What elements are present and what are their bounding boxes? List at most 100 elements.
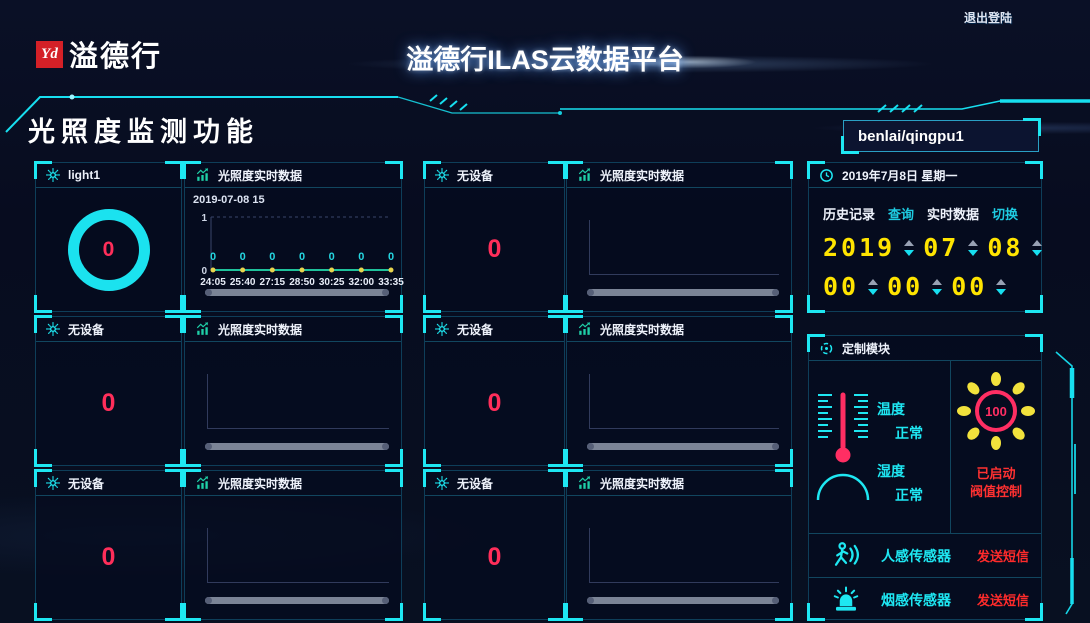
spinner-up-icon[interactable] [932,278,943,285]
chart-title: 光照度实时数据 [218,476,303,491]
spinner-down-icon[interactable] [868,288,879,295]
value-ring: 0 [67,208,150,291]
year-value: 2019 [823,233,896,262]
chart-title: 光照度实时数据 [218,322,303,337]
device-name: 无设备 [68,476,105,491]
chart-scrollbar[interactable] [205,289,389,296]
thermometer-icon [818,392,868,463]
chart-panel-1: 光照度实时数据 2019-07-08 15 1 0 0 24:05 0 25:40 0 27:1… [183,161,404,313]
svg-text:30:25: 30:25 [319,277,345,288]
smoke-send-sms-button[interactable]: 发送短信 [976,593,1029,608]
device-panel-2: 无设备 0 [423,161,566,313]
chart-panel-3: 光照度实时数据 [183,315,403,467]
realtime-label: 实时数据 [927,207,980,222]
spinner-up-icon[interactable] [968,239,979,246]
spinner-down-icon[interactable] [904,249,915,256]
threshold-block: 100 已启动 阀值控制 [951,361,1041,533]
clock-icon [820,168,833,182]
spinner-down-icon[interactable] [968,249,979,256]
sun-gauge-icon: 100 [957,372,1035,450]
motion-send-sms-button[interactable]: 发送短信 [976,549,1029,564]
humidity-label: 湿度 [877,463,905,479]
svg-text:0: 0 [240,251,246,263]
second-value: 00 [951,272,988,301]
second-spinner[interactable] [996,278,1007,295]
chart-scrollbar[interactable] [205,443,389,450]
chart-title: 光照度实时数据 [600,168,685,183]
history-label: 历史记录 [823,207,876,222]
svg-text:25:40: 25:40 [230,277,256,288]
minute-spinner[interactable] [932,278,943,295]
chart-scrollbar[interactable] [205,597,389,604]
chart-panel-4: 光照度实时数据 [565,315,793,467]
custom-module-panel: 定制模块 温度 正常 [807,334,1043,621]
chart-x-axis [207,428,389,429]
chart-scrollbar[interactable] [587,289,779,296]
sun-gauge-value: 100 [985,404,1007,419]
time-spinner-row: 00 00 00 [809,262,1041,301]
svg-text:0: 0 [269,251,275,263]
spinner-down-icon[interactable] [1032,249,1043,256]
temperature-status: 正常 [895,425,923,441]
logout-button[interactable]: 退出登陆 [964,11,1013,25]
chart-scrollbar[interactable] [587,443,779,450]
spinner-up-icon[interactable] [904,239,915,246]
minute-value: 00 [887,272,924,301]
svg-text:0: 0 [358,251,364,263]
svg-text:0: 0 [388,251,394,263]
day-spinner[interactable] [1032,239,1043,256]
environment-section: 温度 正常 湿度 正常 [809,361,1041,533]
spinner-up-icon[interactable] [996,278,1007,285]
threshold-status-line2: 阀值控制 [969,484,1022,499]
query-link[interactable]: 查询 [888,207,915,222]
month-spinner[interactable] [968,239,979,256]
chart-y-axis [589,374,590,429]
spinner-up-icon[interactable] [1032,239,1043,246]
motion-sensor-label: 人感传感器 [881,547,951,564]
svg-text:24:05: 24:05 [200,277,226,288]
app-title: 溢德行ILAS云数据平台 [406,45,684,75]
sun-icon [435,476,449,490]
trend-chart-icon [196,476,209,489]
device-panel-4: 无设备 0 [423,315,566,467]
svg-text:0: 0 [299,251,305,263]
year-spinner[interactable] [904,239,915,256]
smoke-sensor-row: 烟感传感器 发送短信 [809,577,1041,621]
trend-chart-icon [578,476,591,489]
device-panel-6: 无设备 0 [423,469,566,621]
threshold-status-line1: 已启动 [976,466,1016,481]
custom-module-title: 定制模块 [842,341,891,356]
chart-x-axis [589,274,779,275]
device-path-input[interactable] [843,120,1039,152]
device-value: 0 [487,235,502,263]
svg-text:0: 0 [329,251,335,263]
sun-icon [46,322,60,336]
hour-spinner[interactable] [868,278,879,295]
hour-value: 00 [823,272,860,301]
device-panel-1: light1 0 [34,161,183,313]
history-controls: 历史记录 查询 实时数据 切换 [809,188,1041,223]
sun-icon [46,476,60,490]
smoke-sensor-label: 烟感传感器 [881,591,951,608]
chart-scrollbar[interactable] [587,597,779,604]
smoke-sensor-icon [833,586,859,611]
spinner-up-icon[interactable] [868,278,879,285]
switch-link[interactable]: 切换 [992,207,1019,222]
svg-text:33:35: 33:35 [378,277,404,288]
spinner-down-icon[interactable] [932,288,943,295]
right-frame-decoration [1055,351,1076,615]
device-value: 0 [101,543,116,571]
device-name: 无设备 [457,476,494,491]
date-spinner-row: 2019 07 08 [809,223,1043,262]
svg-text:27:15: 27:15 [260,277,286,288]
chart-panel-2: 光照度实时数据 [565,161,793,313]
device-panel-5: 无设备 0 [34,469,183,621]
device-name: 无设备 [68,322,105,337]
spinner-down-icon[interactable] [996,288,1007,295]
chart-panel-5: 光照度实时数据 [183,469,403,621]
chart-x-axis [589,582,779,583]
trend-chart-icon [196,322,209,335]
device-value: 0 [101,389,116,417]
current-date-label: 2019年7月8日 星期一 [842,168,958,183]
